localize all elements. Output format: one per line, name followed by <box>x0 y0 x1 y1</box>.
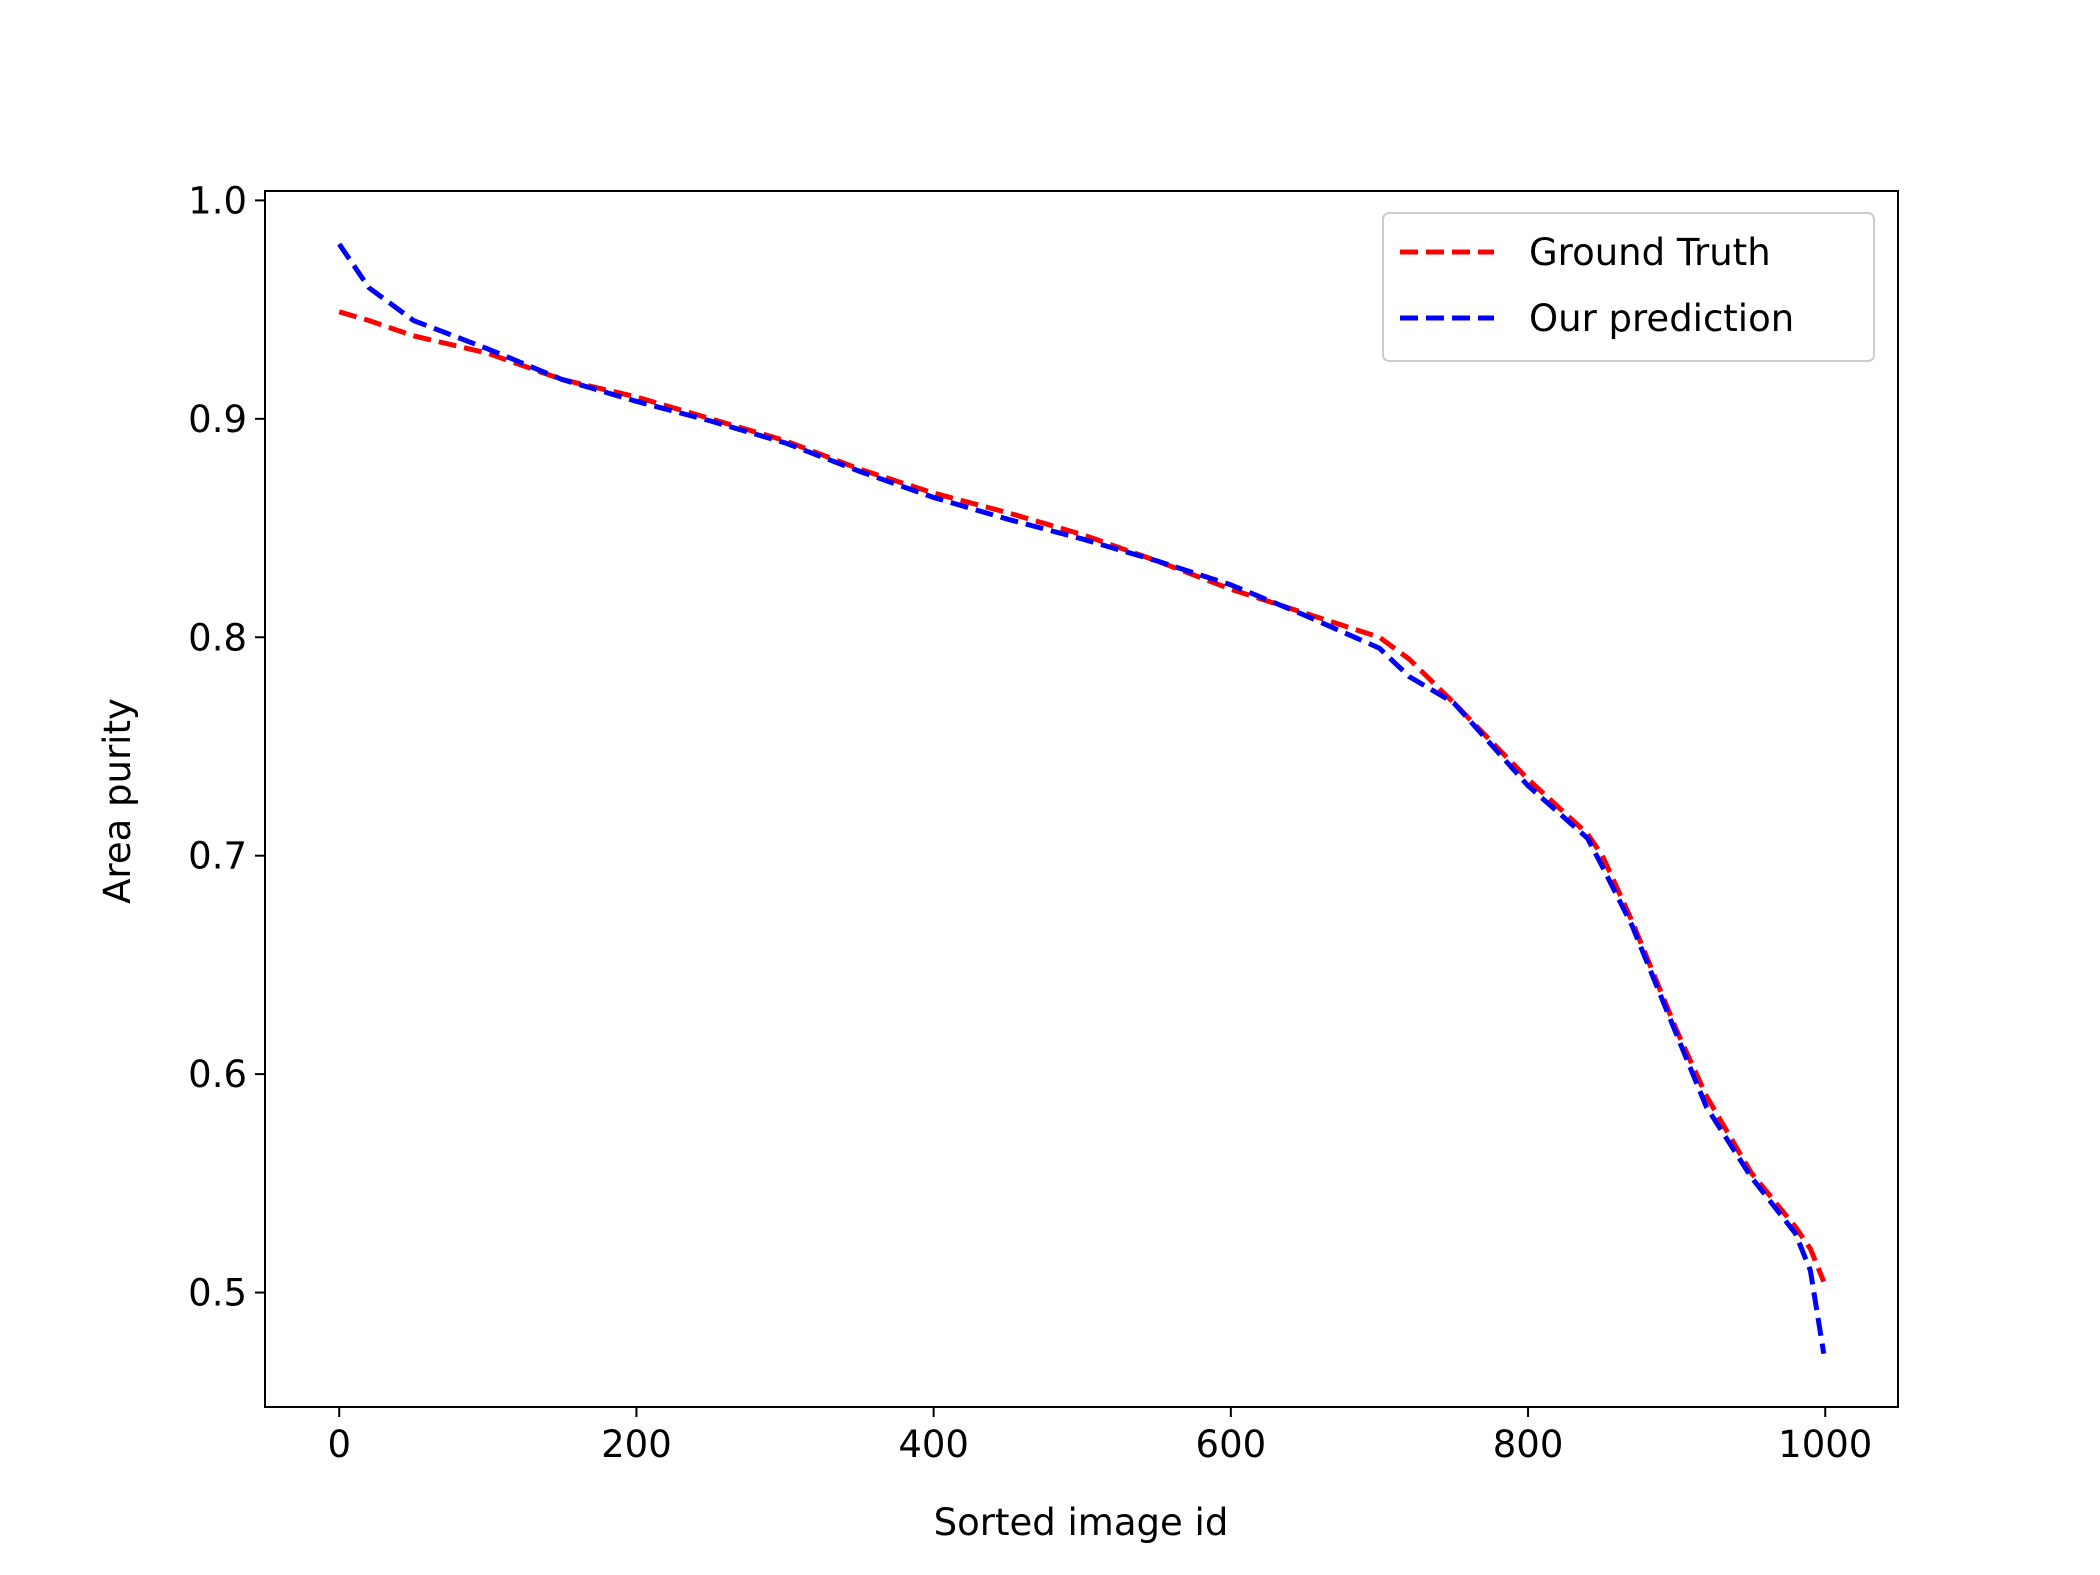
x-tick-label: 0 <box>327 1423 351 1466</box>
legend-box <box>1382 212 1875 362</box>
x-tick-label: 200 <box>601 1423 672 1466</box>
x-tick-label: 600 <box>1196 1423 1267 1466</box>
legend-label: Our prediction <box>1529 297 1794 340</box>
y-tick-label: 0.9 <box>188 398 247 441</box>
data-line <box>337 242 1827 1355</box>
y-axis-label: Area purity <box>96 698 139 904</box>
x-axis-label: Sorted image id <box>934 1501 1229 1544</box>
y-tick-label: 0.7 <box>188 835 247 878</box>
x-tick-label: 800 <box>1493 1423 1564 1466</box>
y-tick-label: 0.8 <box>188 616 247 659</box>
x-tick-label: 400 <box>898 1423 969 1466</box>
legend-label: Ground Truth <box>1529 231 1771 274</box>
y-tick-label: 0.6 <box>188 1053 247 1096</box>
y-tick-label: 1.0 <box>188 179 247 222</box>
y-tick-label: 0.5 <box>188 1272 247 1315</box>
data-line <box>338 309 1827 1283</box>
x-tick-label: 1000 <box>1778 1423 1872 1466</box>
plot-frame <box>264 190 1899 1408</box>
